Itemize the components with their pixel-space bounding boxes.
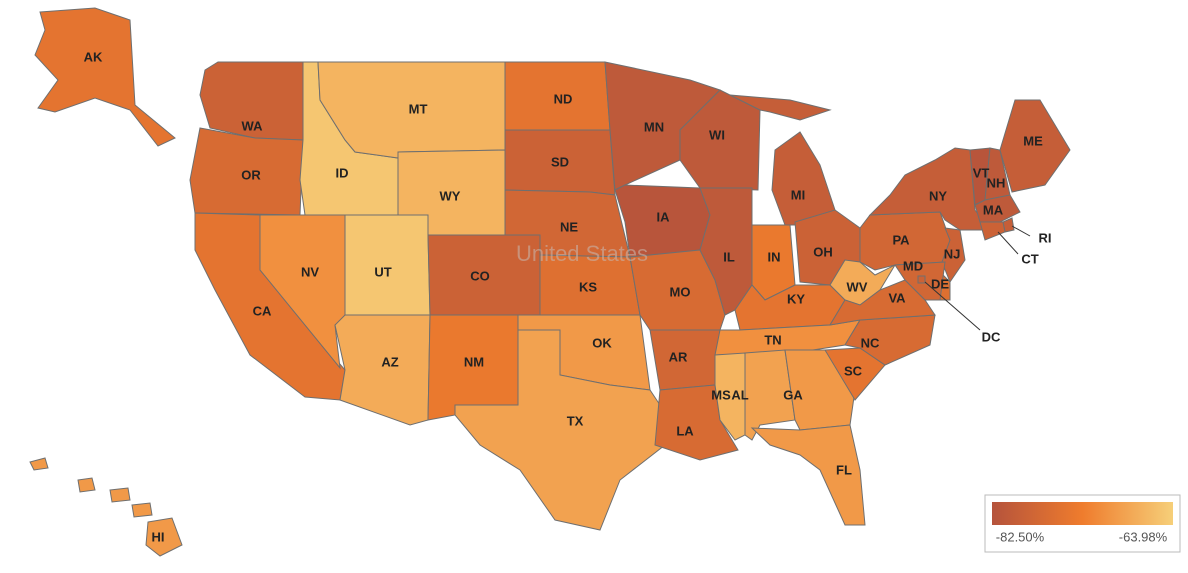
- state-label: OH: [813, 244, 833, 259]
- state-label: ND: [554, 91, 573, 106]
- state-label: MT: [409, 101, 428, 116]
- state-label: DC: [982, 329, 1001, 344]
- leader-line: [997, 231, 1019, 255]
- state-label: MI: [791, 187, 805, 202]
- state: [824, 347, 886, 401]
- leader-line: [1011, 225, 1031, 237]
- state-label: AR: [669, 349, 688, 364]
- state-label: OR: [241, 167, 261, 182]
- state-label: MN: [644, 119, 664, 134]
- state-label: NE: [560, 219, 578, 234]
- leader-line: [924, 281, 981, 331]
- state-label: WA: [242, 118, 264, 133]
- legend-label: -63.98%: [1119, 529, 1168, 544]
- state-label: OK: [592, 335, 612, 350]
- state-labels: AK WA OR CA NV ID MT WY UT AZ CO NM ND SD NE KS OK TX MN IA…: [84, 49, 1052, 544]
- state-label: HI: [152, 529, 165, 544]
- state-label: ID: [336, 165, 349, 180]
- state-label: MD: [903, 258, 923, 273]
- state: [750, 424, 866, 526]
- state-label: RI: [1039, 230, 1052, 245]
- legend-label: -82.50%: [996, 529, 1045, 544]
- state-label: MS: [711, 387, 731, 402]
- state-label: PA: [892, 232, 910, 247]
- state: [917, 275, 926, 284]
- state-label: IN: [768, 249, 781, 264]
- states: [29, 7, 1071, 557]
- state-label: WI: [709, 127, 725, 142]
- state: [454, 329, 666, 531]
- legend-gradient: [992, 502, 1173, 525]
- state-label: IA: [657, 209, 671, 224]
- state-label: AZ: [381, 354, 398, 369]
- state-label: SD: [551, 154, 569, 169]
- state-label: FL: [836, 462, 852, 477]
- state-label: IL: [723, 249, 735, 264]
- state-label: LA: [676, 423, 694, 438]
- state-label: MA: [983, 202, 1004, 217]
- state-label: VA: [888, 290, 906, 305]
- state-label: TX: [567, 413, 584, 428]
- state-label: CO: [470, 268, 490, 283]
- state-label: NJ: [944, 246, 961, 261]
- state-label: NM: [464, 354, 484, 369]
- state-label: CA: [253, 303, 272, 318]
- state-label: AK: [84, 49, 103, 64]
- state-label: AL: [731, 387, 748, 402]
- state-label: TN: [764, 332, 781, 347]
- state-label: UT: [374, 264, 391, 279]
- state-label: MO: [670, 284, 691, 299]
- state-label: WV: [847, 279, 868, 294]
- state: [699, 187, 753, 316]
- state-label: CT: [1021, 251, 1038, 266]
- state-label: DE: [931, 276, 949, 291]
- state-label: NV: [301, 264, 319, 279]
- state: [979, 221, 1006, 241]
- state: [334, 314, 431, 426]
- state: [999, 99, 1071, 193]
- state-label: GA: [783, 387, 803, 402]
- state-label: SC: [844, 363, 863, 378]
- state-label: VT: [973, 165, 990, 180]
- state-label: ME: [1023, 133, 1043, 148]
- basemap-label: United States: [516, 241, 648, 266]
- state: [679, 89, 761, 191]
- state-label: KY: [787, 291, 805, 306]
- state-label: WY: [440, 188, 461, 203]
- state: [29, 457, 183, 557]
- state-label: NC: [861, 335, 880, 350]
- state-label: NH: [987, 175, 1006, 190]
- state-label: NY: [929, 188, 947, 203]
- state-label: KS: [579, 279, 597, 294]
- state: [34, 7, 176, 147]
- legend: -82.50% -63.98%: [984, 494, 1181, 553]
